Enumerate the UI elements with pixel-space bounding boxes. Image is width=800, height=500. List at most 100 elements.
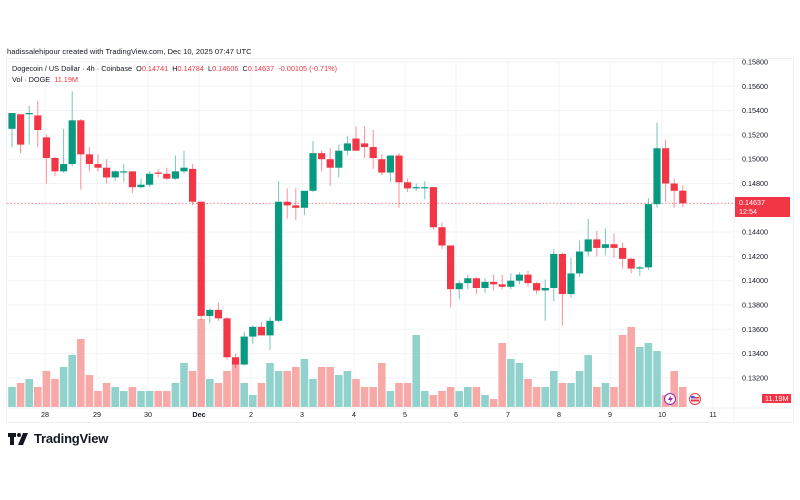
volume-bar bbox=[249, 395, 257, 407]
volume-bar bbox=[145, 391, 154, 407]
candle bbox=[189, 164, 197, 206]
volume-bar bbox=[188, 371, 197, 407]
candle bbox=[490, 274, 498, 291]
volume-bar bbox=[670, 371, 678, 407]
volume-bar bbox=[214, 383, 223, 407]
x-axis-tick: 4 bbox=[352, 410, 356, 419]
last-price-tag: 0.14637 12:54 bbox=[735, 197, 790, 218]
candle bbox=[515, 272, 523, 285]
candle bbox=[558, 252, 566, 326]
volume-bar bbox=[507, 359, 515, 407]
volume-bar bbox=[51, 379, 59, 407]
change-value: -0.00105 (-0.71%) bbox=[278, 64, 338, 73]
high-label: H bbox=[172, 64, 178, 73]
candle bbox=[395, 153, 403, 208]
volume-bar bbox=[395, 383, 403, 407]
volume-bar bbox=[120, 391, 128, 407]
open-label: O bbox=[136, 64, 142, 73]
volume-bar bbox=[489, 399, 498, 407]
y-axis-tick: 0.15600 bbox=[742, 82, 768, 91]
lightning-event-icon[interactable] bbox=[664, 393, 676, 405]
candle bbox=[257, 322, 265, 336]
candle bbox=[249, 325, 257, 344]
candle bbox=[619, 243, 627, 269]
candle bbox=[128, 171, 136, 194]
volume-label[interactable]: Vol · DOGE bbox=[12, 75, 51, 84]
candle bbox=[180, 150, 188, 174]
candle bbox=[584, 218, 592, 257]
candle bbox=[51, 156, 59, 177]
candle bbox=[378, 154, 386, 175]
y-axis-tick: 0.15800 bbox=[742, 58, 768, 67]
y-axis-tick: 0.13800 bbox=[742, 301, 768, 310]
tradingview-logo-icon bbox=[8, 432, 28, 445]
candle bbox=[464, 274, 472, 290]
volume-bar bbox=[85, 375, 94, 407]
volume-bar bbox=[601, 383, 610, 407]
candle bbox=[541, 279, 549, 321]
volume-bar bbox=[317, 367, 326, 407]
volume-bar bbox=[257, 383, 266, 407]
volume-bar bbox=[378, 363, 386, 407]
candle bbox=[576, 240, 584, 278]
legend-ohlc-row: Dogecoin / US Dollar · 4h · Coinbase O0.… bbox=[12, 63, 337, 74]
y-axis-tick: 0.14000 bbox=[742, 276, 768, 285]
symbol-title[interactable]: Dogecoin / US Dollar · 4h · Coinbase bbox=[12, 64, 133, 73]
volume-bar bbox=[386, 391, 395, 407]
brand-name: TradingView bbox=[34, 431, 109, 446]
volume-bar bbox=[102, 383, 111, 407]
volume-bar bbox=[464, 387, 472, 407]
x-axis-tick: 5 bbox=[403, 410, 407, 419]
volume-bar bbox=[59, 367, 68, 407]
volume-bar bbox=[541, 387, 549, 407]
volume-bar bbox=[274, 371, 283, 407]
candle bbox=[507, 273, 515, 290]
x-axis-tick: 2 bbox=[249, 410, 253, 419]
volume-bar bbox=[223, 371, 231, 407]
candle bbox=[636, 266, 644, 276]
volume-bar bbox=[283, 371, 291, 407]
us-flag-event-icon[interactable] bbox=[689, 393, 701, 405]
candle bbox=[662, 139, 670, 202]
volume-value: 11.19M bbox=[54, 75, 78, 84]
volume-bar bbox=[593, 387, 601, 407]
x-axis-tick: 8 bbox=[557, 410, 561, 419]
candle bbox=[292, 188, 300, 220]
y-axis-tick: 0.14200 bbox=[742, 252, 768, 261]
candle bbox=[266, 317, 274, 350]
volume-bar bbox=[352, 379, 360, 407]
x-axis-tick: 29 bbox=[93, 410, 101, 419]
tradingview-logo[interactable]: TradingView bbox=[8, 431, 108, 446]
volume-bar bbox=[455, 391, 463, 407]
volume-bar bbox=[309, 379, 317, 407]
candle bbox=[670, 178, 678, 208]
volume-bar bbox=[412, 335, 420, 407]
volume-bar bbox=[16, 383, 25, 407]
candle bbox=[171, 155, 179, 180]
volume-bar bbox=[111, 387, 119, 407]
x-axis-tick: 6 bbox=[454, 410, 458, 419]
low-label: L bbox=[208, 64, 213, 73]
candle bbox=[593, 230, 601, 257]
candle bbox=[421, 181, 429, 200]
candle bbox=[627, 257, 635, 274]
volume-bar bbox=[472, 387, 481, 407]
candle bbox=[17, 114, 25, 154]
y-axis-tick: 0.15000 bbox=[742, 155, 768, 164]
volume-bar bbox=[429, 395, 438, 407]
candle bbox=[163, 167, 171, 180]
candle bbox=[94, 154, 102, 172]
y-axis-tick: 0.15200 bbox=[742, 130, 768, 139]
y-axis-tick: 0.14800 bbox=[742, 179, 768, 188]
candle bbox=[404, 178, 412, 193]
candle bbox=[352, 126, 360, 151]
candle bbox=[318, 150, 326, 172]
volume-bar bbox=[94, 391, 102, 407]
candle bbox=[283, 188, 291, 219]
volume-bar bbox=[300, 359, 309, 407]
volume-bar bbox=[575, 371, 584, 407]
y-axis-tick: 0.14400 bbox=[742, 228, 768, 237]
candle bbox=[326, 148, 334, 186]
candle bbox=[300, 190, 308, 216]
